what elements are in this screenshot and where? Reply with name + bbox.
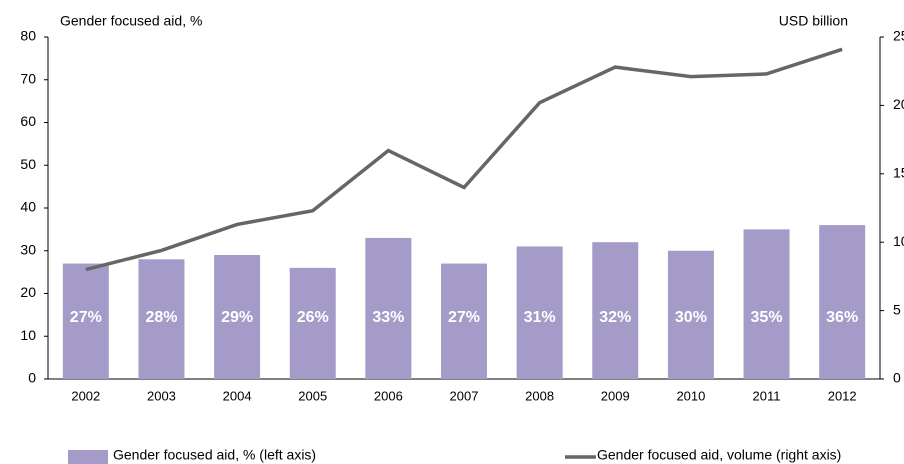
bar [365,237,412,379]
bar [743,229,790,379]
bar [289,267,336,379]
bar [819,225,866,379]
x-tick-label: 2006 [374,388,403,403]
bar [138,259,185,379]
bar [62,263,109,379]
bar-label: 29% [221,309,253,326]
bar-label: 33% [372,309,404,326]
legend-swatch [68,450,108,464]
y2-tick-label: 25 [893,28,904,44]
x-tick-label: 2010 [676,388,705,403]
bar-label: 28% [145,309,177,326]
bar-label: 26% [297,309,329,326]
y-axis-title: Gender focused aid, % [60,13,202,29]
bar-label: 36% [826,309,858,326]
y-tick-label: 70 [20,70,36,86]
y-tick-label: 20 [20,284,36,300]
bar-label: 32% [599,309,631,326]
y2-tick-label: 20 [893,96,904,112]
y2-tick-label: 5 [893,301,901,317]
x-tick-label: 2002 [71,388,100,403]
y-tick-label: 0 [28,370,36,386]
bar [667,250,714,379]
x-tick-label: 2012 [828,388,857,403]
y-tick-label: 80 [20,28,36,44]
y2-tick-label: 15 [893,165,904,181]
bar-label: 31% [524,309,556,326]
x-tick-label: 2004 [223,388,252,403]
x-tick-label: 2003 [147,388,176,403]
line [85,47,843,272]
y2-tick-label: 0 [893,370,901,386]
x-tick-label: 2008 [525,388,554,403]
y-tick-label: 30 [20,241,36,257]
x-tick-label: 2009 [601,388,630,403]
x-tick-label: 2011 [753,388,781,403]
y-tick-label: 50 [20,156,36,172]
bar-label: 27% [448,309,480,326]
x-tick-label: 2007 [450,388,479,403]
y2-axis-title: USD billion [779,13,848,29]
y-tick-label: 60 [20,113,36,129]
bar [592,242,639,379]
bar-label: 27% [70,309,102,326]
y-tick-label: 40 [20,199,36,215]
bar [516,246,563,379]
bar-label: 30% [675,309,707,326]
y-tick-label: 10 [20,327,36,343]
bar [214,255,261,379]
bar-label: 35% [751,309,783,326]
y2-tick-label: 10 [893,233,904,249]
legend-label: Gender focused aid, volume (right axis) [597,447,841,463]
legend-label: Gender focused aid, % (left axis) [113,447,316,463]
bar [441,263,487,379]
x-tick-label: 2005 [298,388,327,403]
